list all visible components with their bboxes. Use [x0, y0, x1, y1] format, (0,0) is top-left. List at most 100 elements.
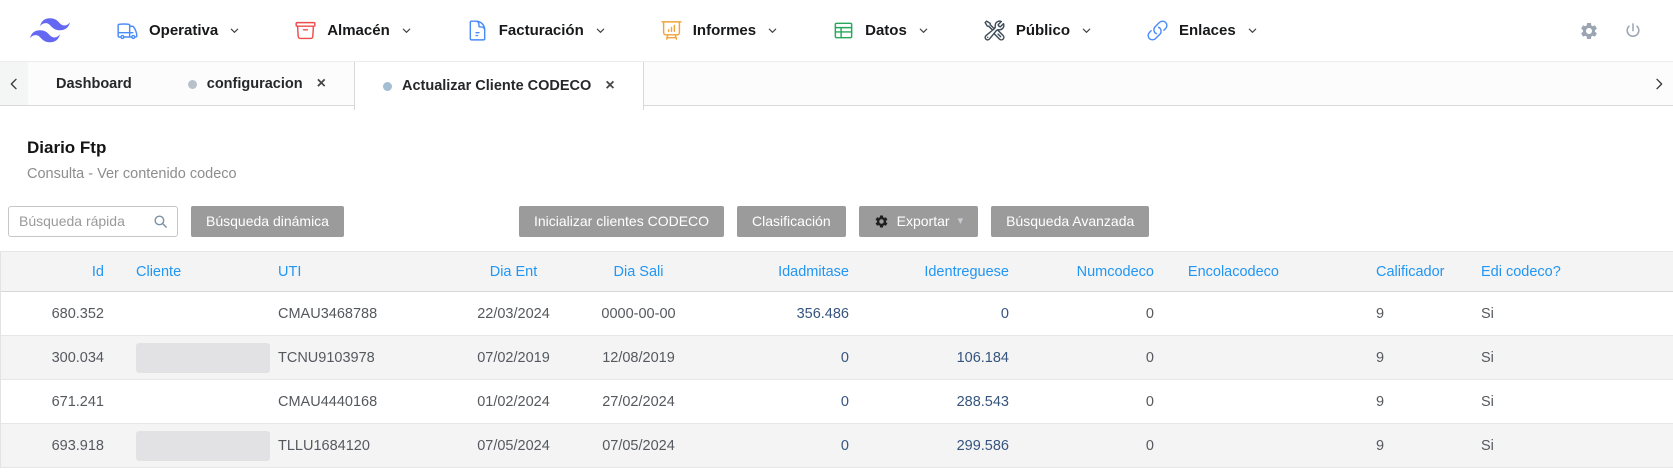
cell-idadmitase: 0 [711, 423, 861, 468]
table-row[interactable]: 693.918 TLLU1684120 07/05/2024 07/05/2024 0 2… [1, 423, 1673, 468]
nav-item-label: Enlaces [1178, 22, 1236, 39]
classification-button[interactable]: Clasificación [737, 205, 846, 237]
nav-item-label: Facturación [498, 22, 584, 39]
advanced-search-button[interactable]: Búsqueda Avanzada [991, 205, 1150, 237]
cell-identreguese: 288.543 [861, 379, 1021, 424]
nav-item-informes[interactable]: Informes [660, 19, 778, 42]
cell-numcodeco: 0 [1021, 379, 1166, 424]
cell-cliente [116, 291, 266, 336]
power-logout-icon[interactable] [1623, 21, 1643, 41]
tabs-scroll-right-button[interactable] [1645, 62, 1673, 106]
cell-calificador: 9 [1291, 423, 1461, 468]
cell-id: 300.034 [1, 335, 116, 380]
cell-uti: CMAU3468788 [266, 291, 461, 336]
tab-label: configuracion [206, 76, 303, 92]
column-header-cliente[interactable]: Cliente [116, 251, 266, 292]
cell-calificador: 9 [1291, 335, 1461, 380]
nav-item-label: Informes [692, 22, 757, 39]
tab-status-dot [187, 79, 197, 89]
cell-idadmitase: 0 [711, 379, 861, 424]
truck-icon [116, 19, 139, 42]
app-logo-icon[interactable] [30, 18, 70, 43]
nav-item-datos[interactable]: Datos [832, 19, 929, 42]
column-header-calificador[interactable]: Calificador [1291, 251, 1461, 292]
document-icon [466, 19, 489, 42]
quick-search-box [8, 205, 178, 237]
tab-close-icon[interactable]: × [605, 77, 615, 94]
cell-numcodeco: 0 [1021, 423, 1166, 468]
cell-dia-sali: 07/05/2024 [566, 423, 711, 468]
column-header-uti[interactable]: UTI [266, 251, 461, 292]
column-header-idadmitase[interactable]: Idadmitase [711, 251, 861, 292]
dynamic-search-button[interactable]: Búsqueda dinámica [191, 205, 344, 237]
quick-search-input[interactable] [9, 213, 152, 229]
page-title: Diario Ftp [27, 138, 107, 157]
cell-encolacodeco [1166, 379, 1291, 424]
search-icon[interactable] [152, 213, 169, 230]
nav-item-label: Público [1015, 22, 1070, 39]
page-subtitle: Consulta - Ver contenido codeco [27, 166, 237, 182]
chevron-down-icon [229, 25, 240, 36]
tab-label: Actualizar Cliente CODECO [401, 78, 592, 94]
archive-box-icon [294, 19, 317, 42]
tab-actualizar-cliente-codeco[interactable]: Actualizar Cliente CODECO × [353, 62, 644, 110]
column-header-edi-codeco[interactable]: Edi codeco? [1461, 251, 1673, 292]
cell-edi-codeco: Si [1461, 291, 1673, 336]
cell-edi-codeco: Si [1461, 423, 1673, 468]
nav-item-label: Operativa [149, 22, 219, 39]
table-row[interactable]: 300.034 TCNU9103978 07/02/2019 12/08/2019 0 1… [1, 335, 1673, 380]
presentation-chart-icon [660, 19, 683, 42]
chevron-down-icon [595, 25, 606, 36]
cell-encolacodeco [1166, 291, 1291, 336]
table-icon [832, 19, 855, 42]
tab-configuracion[interactable]: configuracion × [160, 62, 354, 106]
chevron-down-icon [401, 25, 412, 36]
cell-dia-ent: 22/03/2024 [461, 291, 566, 336]
column-header-encolacodeco[interactable]: Encolacodeco [1166, 251, 1291, 292]
column-header-numcodeco[interactable]: Numcodeco [1021, 251, 1166, 292]
nav-item-p-blico[interactable]: Público [983, 19, 1092, 42]
nav-item-almac-n[interactable]: Almacén [294, 19, 412, 42]
cell-idadmitase: 0 [711, 335, 861, 380]
link-icon [1146, 19, 1169, 42]
nav-menu: Operativa Almacén Facturación Informes Datos… [116, 19, 1258, 42]
cell-uti: TCNU9103978 [266, 335, 461, 380]
caret-down-icon: ▾ [957, 214, 964, 227]
column-header-identreguese[interactable]: Identreguese [861, 251, 1021, 292]
cell-dia-sali: 27/02/2024 [566, 379, 711, 424]
column-header-dia-ent[interactable]: Dia Ent [461, 251, 566, 292]
nav-item-operativa[interactable]: Operativa [116, 19, 240, 42]
cell-cliente [116, 423, 270, 468]
column-header-id[interactable]: Id [1, 251, 116, 292]
tab-close-icon[interactable]: × [316, 75, 326, 92]
results-grid: Id Cliente UTI Dia Ent Dia Sali Idadmitase Ide… [0, 251, 1673, 468]
top-navbar: Operativa Almacén Facturación Informes Datos… [0, 0, 1673, 62]
tab-dashboard[interactable]: Dashboard [28, 62, 160, 106]
export-button[interactable]: Exportar ▾ [858, 205, 979, 237]
column-header-dia-sali[interactable]: Dia Sali [566, 251, 711, 292]
nav-item-facturaci-n[interactable]: Facturación [466, 19, 606, 42]
cell-dia-sali: 0000-00-00 [566, 291, 711, 336]
tab-label: Dashboard [56, 76, 132, 92]
cell-calificador: 9 [1291, 379, 1461, 424]
table-row[interactable]: 680.352 CMAU3468788 22/03/2024 0000-00-00 35… [1, 291, 1673, 336]
cell-dia-ent: 07/05/2024 [461, 423, 566, 468]
cell-identreguese: 0 [861, 291, 1021, 336]
init-codeco-clients-button[interactable]: Inicializar clientes CODECO [518, 205, 725, 237]
chevron-down-icon [767, 25, 778, 36]
cell-calificador: 9 [1291, 291, 1461, 336]
redacted-client-value [136, 342, 270, 373]
tabs-scroll-left-button[interactable] [0, 62, 28, 106]
cell-cliente [116, 379, 266, 424]
cell-edi-codeco: Si [1461, 379, 1673, 424]
cell-id: 671.241 [1, 379, 116, 424]
cell-identreguese: 299.586 [861, 423, 1021, 468]
settings-gear-icon[interactable] [1579, 21, 1599, 41]
cell-numcodeco: 0 [1021, 335, 1166, 380]
cell-encolacodeco [1166, 335, 1291, 380]
cell-numcodeco: 0 [1021, 291, 1166, 336]
redacted-client-value [136, 430, 270, 461]
table-row[interactable]: 671.241 CMAU4440168 01/02/2024 27/02/2024 0 2… [1, 379, 1673, 424]
nav-item-enlaces[interactable]: Enlaces [1146, 19, 1258, 42]
tab-status-dot [382, 81, 392, 91]
